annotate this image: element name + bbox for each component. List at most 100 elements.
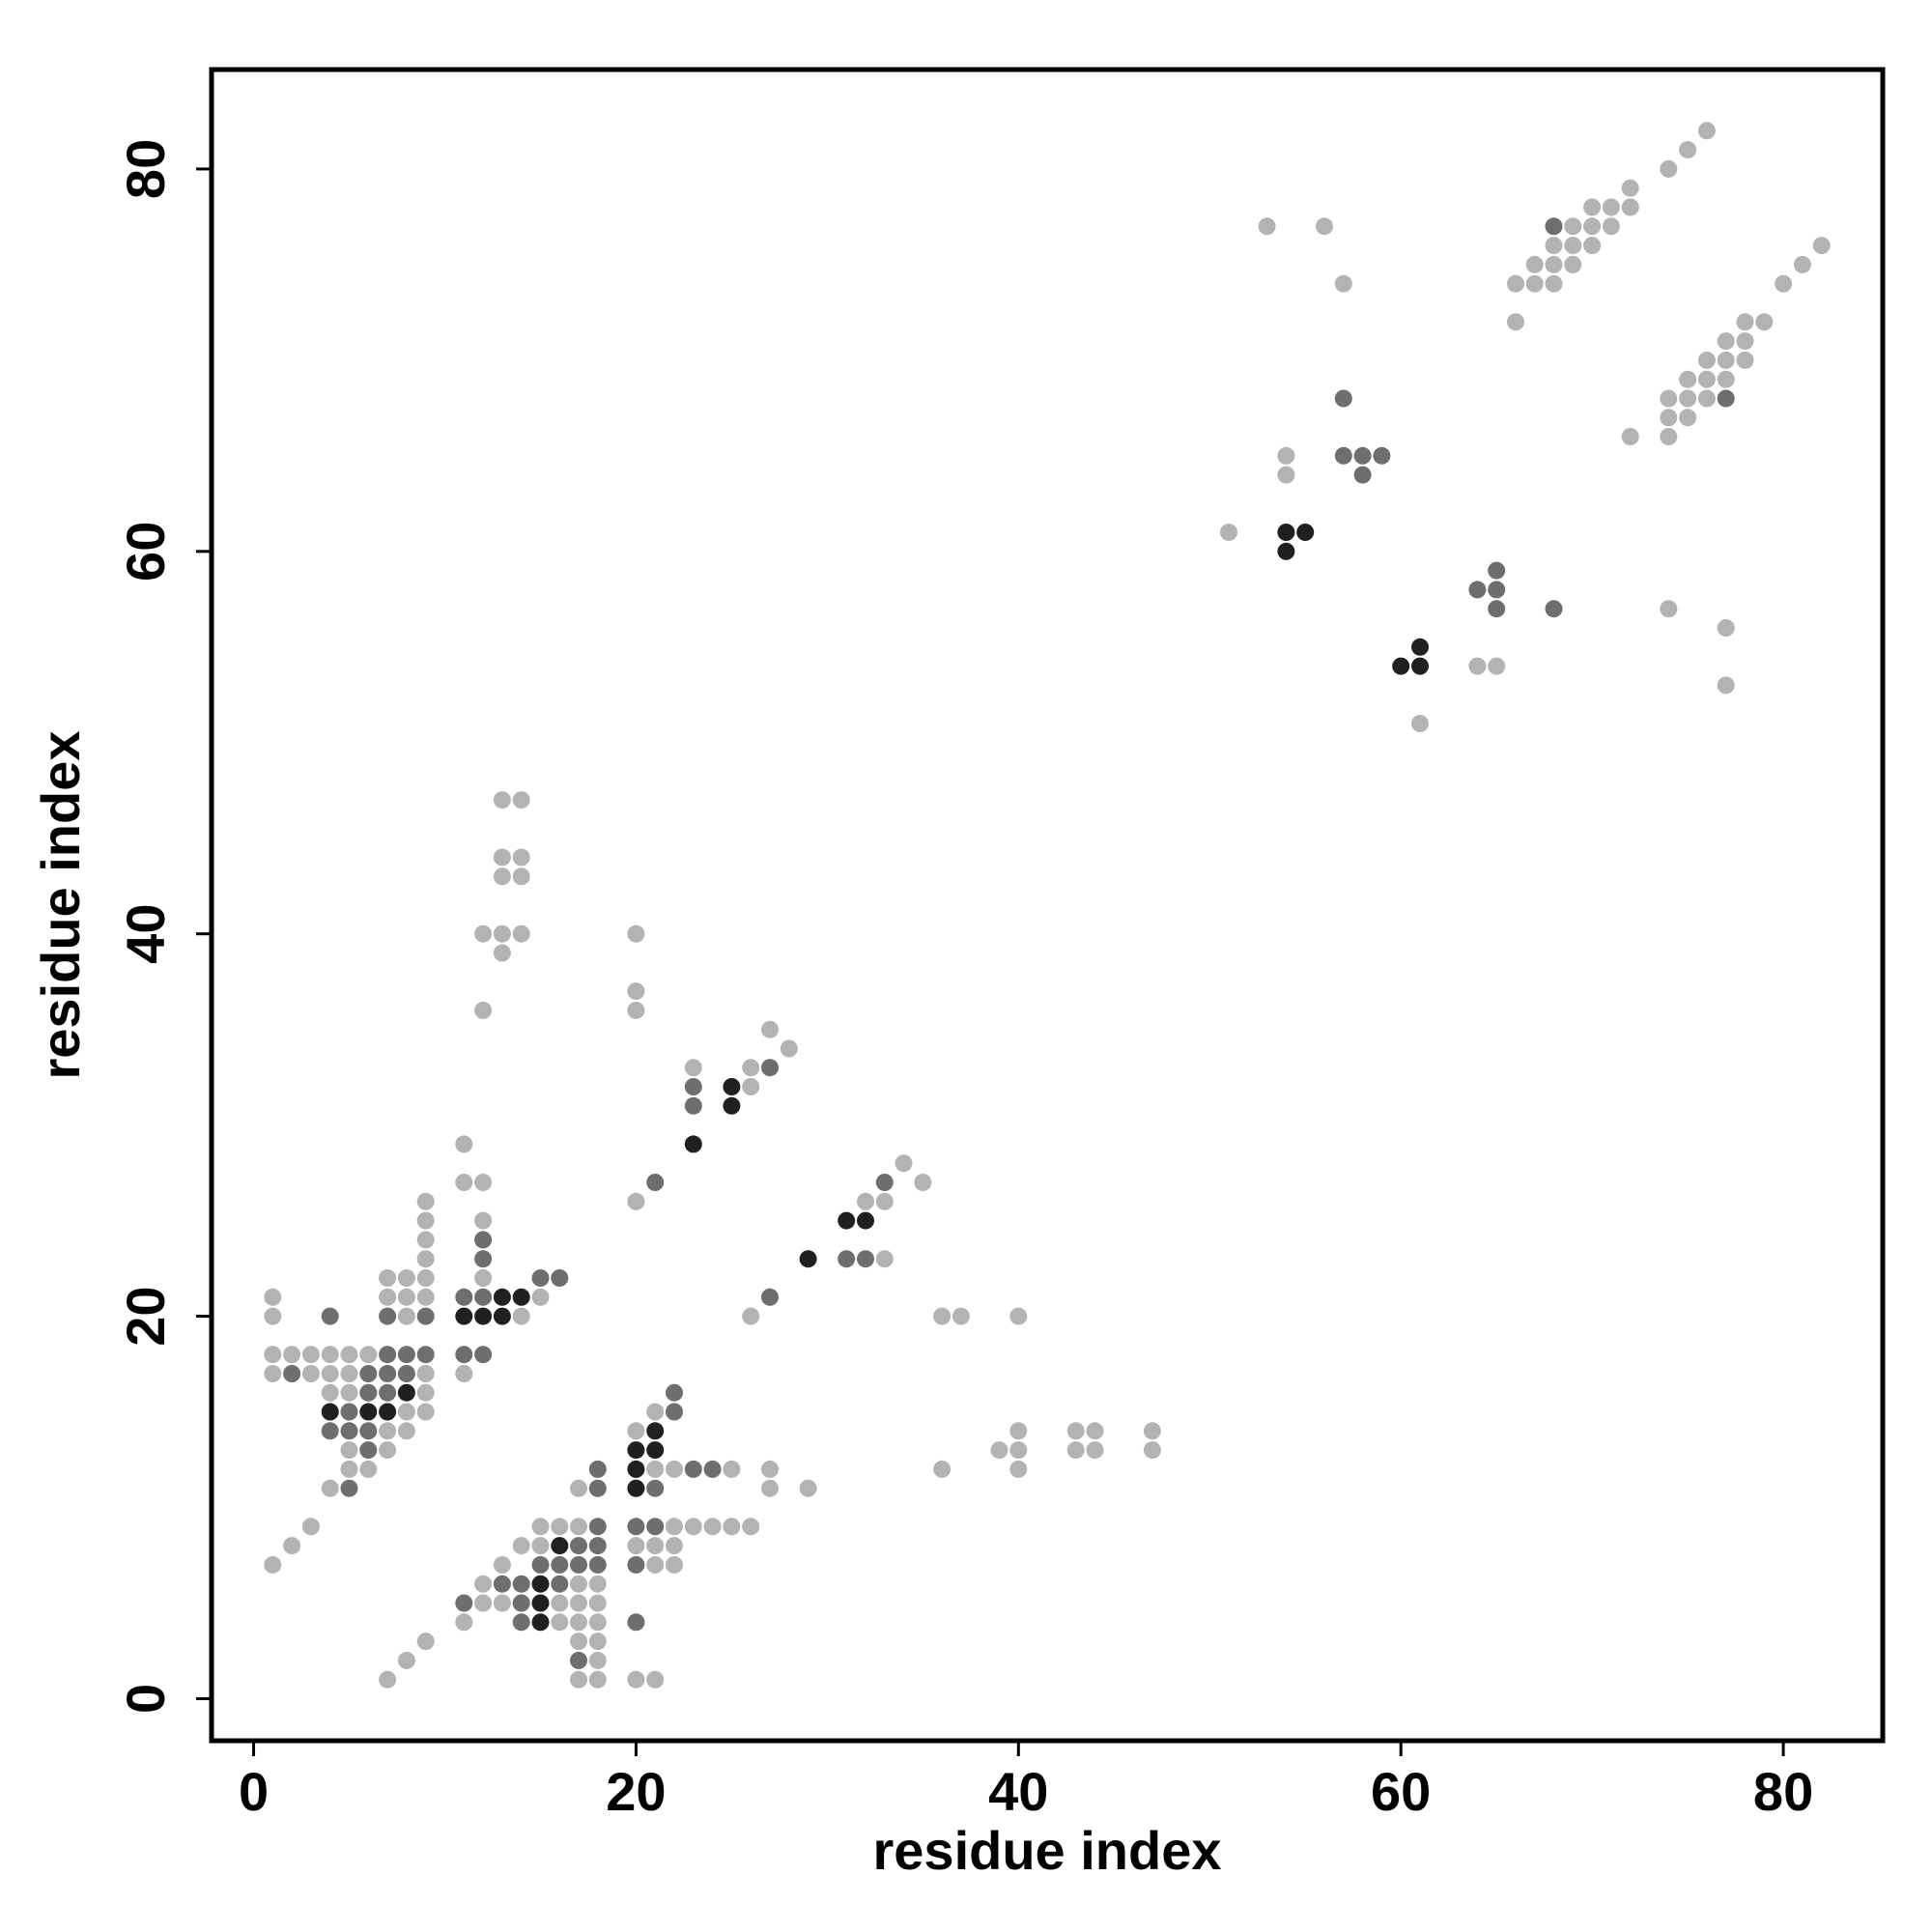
contact-point-medium xyxy=(703,1460,722,1478)
contact-point-medium xyxy=(474,1288,493,1306)
contact-point-dark xyxy=(627,1441,645,1460)
contact-point-light xyxy=(512,1307,530,1325)
contact-point-medium xyxy=(588,1555,607,1574)
contact-point-medium xyxy=(588,1518,607,1536)
contact-point-light xyxy=(1660,389,1678,408)
contact-point-light xyxy=(551,1594,569,1612)
x-tick-label: 0 xyxy=(239,1761,269,1822)
contact-point-light xyxy=(474,924,493,943)
contact-point-light xyxy=(512,867,530,886)
contact-point-light xyxy=(493,924,511,943)
contact-point-light xyxy=(627,1001,645,1019)
contact-point-medium xyxy=(588,1479,607,1497)
contact-point-dark xyxy=(723,1096,741,1115)
contact-point-medium xyxy=(474,1250,493,1268)
contact-point-light xyxy=(474,1001,493,1019)
contact-point-light xyxy=(1009,1422,1028,1440)
contact-point-medium xyxy=(684,1460,702,1478)
contact-point-light xyxy=(531,1288,550,1306)
contact-point-medium xyxy=(857,1250,874,1268)
contact-point-light xyxy=(703,1518,722,1536)
contact-point-light xyxy=(474,1594,493,1612)
contact-point-light xyxy=(761,1479,779,1497)
contact-point-light xyxy=(264,1346,282,1364)
contact-point-light xyxy=(321,1479,339,1497)
contact-point-light xyxy=(570,1479,587,1497)
contact-point-light xyxy=(1697,122,1716,140)
contact-point-light xyxy=(301,1518,320,1536)
contact-point-light xyxy=(1660,600,1678,618)
contact-point-light xyxy=(1717,370,1735,388)
contact-point-dark xyxy=(531,1575,550,1593)
contact-point-light xyxy=(301,1365,320,1382)
contact-point-light xyxy=(397,1651,415,1669)
contact-point-light xyxy=(588,1633,607,1651)
contact-point-dark xyxy=(857,1211,874,1230)
contact-point-light xyxy=(340,1460,358,1478)
contact-point-dark xyxy=(493,1307,511,1325)
contact-point-light xyxy=(416,1269,435,1287)
contact-point-medium xyxy=(416,1307,435,1325)
contact-point-medium xyxy=(455,1288,473,1306)
contact-point-medium xyxy=(531,1269,550,1287)
contact-point-medium xyxy=(455,1594,473,1612)
contact-point-light xyxy=(780,1039,798,1058)
contact-point-light xyxy=(952,1307,970,1325)
contact-point-light xyxy=(512,791,530,810)
y-tick-label: 20 xyxy=(115,1286,176,1346)
contact-point-medium xyxy=(684,1096,702,1115)
contact-point-light xyxy=(340,1365,358,1382)
contact-point-light xyxy=(283,1537,301,1555)
contact-point-light xyxy=(416,1365,435,1382)
contact-point-light xyxy=(397,1422,415,1440)
contact-point-medium xyxy=(838,1250,856,1268)
contact-point-light xyxy=(1507,313,1524,331)
contact-point-light xyxy=(875,1192,894,1210)
contact-point-medium xyxy=(379,1307,397,1325)
contact-point-light xyxy=(1564,237,1582,255)
contact-point-light xyxy=(627,1537,645,1555)
contact-point-light xyxy=(1545,274,1563,293)
plot-frame xyxy=(209,67,1886,1744)
contact-point-light xyxy=(1468,657,1487,675)
contact-point-light xyxy=(455,1613,473,1632)
contact-point-light xyxy=(1621,428,1639,445)
contact-point-light xyxy=(570,1575,587,1593)
contact-point-medium xyxy=(551,1575,569,1593)
contact-point-light xyxy=(684,1518,702,1536)
contact-point-light xyxy=(340,1441,358,1460)
contact-point-dark xyxy=(1277,542,1295,560)
contact-point-light xyxy=(1755,313,1774,331)
contact-point-light xyxy=(1717,351,1735,369)
contact-point-light xyxy=(359,1460,378,1478)
contact-point-light xyxy=(379,1670,397,1689)
contact-point-light xyxy=(1066,1422,1085,1440)
contact-point-light xyxy=(1277,446,1295,465)
contact-point-light xyxy=(1564,217,1582,236)
contact-point-medium xyxy=(1373,446,1391,465)
contact-point-medium xyxy=(416,1346,435,1364)
contact-point-light xyxy=(416,1211,435,1230)
contact-point-light xyxy=(570,1670,587,1689)
contact-point-light xyxy=(588,1575,607,1593)
contact-point-light xyxy=(627,1192,645,1210)
contact-point-light xyxy=(742,1518,760,1536)
contact-point-dark xyxy=(1392,657,1410,675)
contact-point-light xyxy=(1411,715,1429,732)
contact-point-light xyxy=(1660,159,1678,178)
contact-point-light xyxy=(397,1403,415,1421)
contact-point-medium xyxy=(1545,217,1563,236)
contact-point-dark xyxy=(321,1403,339,1421)
contact-point-light xyxy=(379,1441,397,1460)
contact-point-light xyxy=(379,1422,397,1440)
contact-point-light xyxy=(1507,274,1524,293)
contact-point-light xyxy=(1258,217,1276,236)
contact-point-light xyxy=(1334,274,1352,293)
contact-point-light xyxy=(1564,255,1582,273)
contact-point-medium xyxy=(340,1403,358,1421)
contact-point-light xyxy=(474,1174,493,1191)
y-axis: 0 20 40 60 80 xyxy=(115,139,212,1714)
contact-point-light xyxy=(416,1288,435,1306)
contact-point-light xyxy=(416,1403,435,1421)
contact-point-light xyxy=(1775,274,1793,293)
